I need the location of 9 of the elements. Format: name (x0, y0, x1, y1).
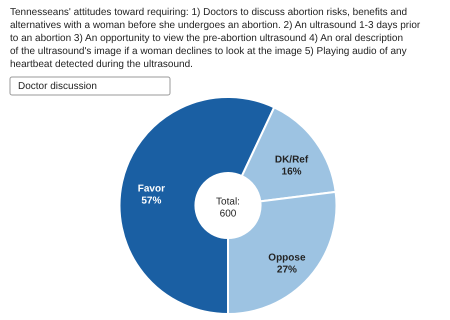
slice-label: Oppose (268, 252, 306, 264)
slice-label: Favor (138, 183, 166, 194)
data-label: 16% (282, 166, 302, 178)
data-label: 27% (276, 264, 298, 276)
chart-title: Tennesseans' attitudes toward requiring: 1) Doctors to discuss abortion risks, benefits and alternatives with a woman before she undergoes an abortion. 2) An ultrasound 1-3 days prior to an abortion 3) An opportunity to view the pre-abortion ultrasound 4) An oral description of the ultrasound's image if a woman declines to look at the image 5) Playing audio of any heartbeat detected during the ultrasound. (10, 7, 421, 70)
data-label: 57% (141, 195, 162, 206)
text: Doctor discussion (18, 81, 97, 92)
text: Total: 600 (216, 196, 240, 220)
slice-label: DK/Ref (274, 154, 309, 166)
